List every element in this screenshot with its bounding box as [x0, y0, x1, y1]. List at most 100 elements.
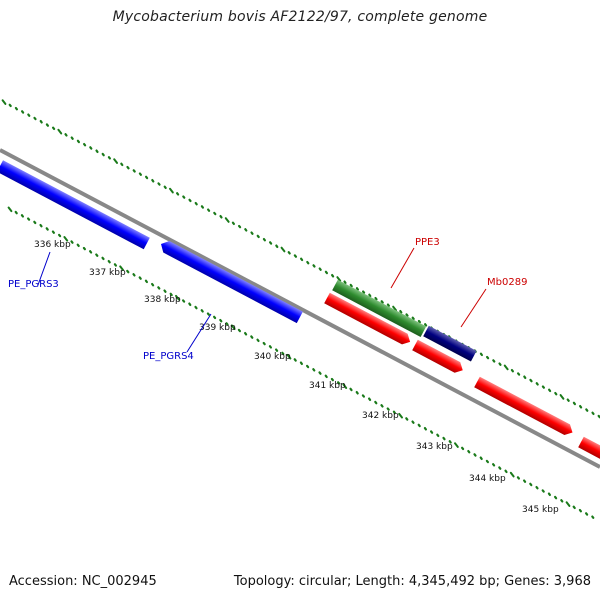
feature-pe-pgrs3[interactable]	[0, 160, 150, 250]
minor-tick	[213, 315, 217, 320]
tick-label: 340 kbp	[254, 352, 291, 362]
feature-pe-pgrs4[interactable]	[158, 238, 303, 324]
minor-tick	[45, 227, 49, 231]
tick-label: 344 kbp	[469, 474, 506, 484]
minor-tick	[169, 292, 173, 297]
major-tick	[286, 353, 292, 360]
minor-tick	[138, 276, 142, 280]
minor-tick	[281, 351, 285, 356]
minor-tick	[89, 146, 93, 150]
minor-tick	[213, 211, 217, 216]
minor-tick	[442, 436, 446, 441]
minor-tick	[523, 375, 527, 379]
minor-tick	[57, 233, 62, 238]
feature-red-1[interactable]	[324, 292, 413, 348]
minor-tick	[51, 230, 56, 234]
minor-tick	[312, 368, 316, 372]
minor-tick	[27, 113, 31, 117]
minor-tick	[411, 420, 415, 424]
minor-tick	[541, 489, 545, 493]
major-tick	[398, 412, 403, 419]
major-tick	[503, 364, 509, 371]
minor-tick	[138, 172, 142, 176]
minor-tick	[244, 228, 248, 232]
gene-label[interactable]: PPE3	[415, 237, 440, 248]
minor-tick	[312, 264, 316, 268]
minor-tick	[349, 387, 353, 392]
minor-tick	[256, 338, 260, 342]
tick-label: 336 kbp	[34, 240, 71, 250]
minor-tick	[262, 238, 266, 242]
minor-tick	[293, 358, 297, 362]
feature-red-3[interactable]	[474, 376, 575, 438]
gene-label[interactable]: PE_PGRS3	[8, 279, 59, 290]
minor-tick	[417, 319, 421, 324]
tick-label: 342 kbp	[362, 411, 399, 421]
minor-tick	[374, 400, 378, 405]
minor-tick	[355, 391, 359, 395]
feature-red-4[interactable]	[578, 436, 600, 466]
topology-label: Topology: circular; Length: 4,345,492 bp…	[233, 574, 591, 589]
minor-tick	[368, 397, 372, 401]
gene-leader-line	[186, 313, 212, 353]
minor-tick	[399, 310, 403, 314]
tick-labels: 336 kbp 337 kbp 338 kbp 339 kbp 340 kbp 341 k…	[34, 240, 559, 515]
minor-tick	[33, 220, 37, 225]
minor-tick	[430, 430, 434, 434]
minor-tick	[479, 352, 483, 357]
minor-tick	[560, 499, 564, 503]
minor-tick	[101, 152, 105, 157]
tick-label: 341 kbp	[309, 381, 346, 391]
minor-tick	[355, 287, 359, 291]
minor-tick	[207, 208, 211, 212]
minor-tick	[287, 251, 291, 255]
inner-tick-track	[7, 206, 595, 519]
minor-tick	[461, 446, 465, 451]
minor-tick	[584, 512, 589, 516]
minor-tick	[547, 492, 552, 496]
feature-ppe3[interactable]	[332, 279, 427, 338]
minor-tick	[120, 162, 124, 167]
minor-tick	[200, 205, 204, 209]
minor-tick	[33, 116, 37, 121]
major-tick	[63, 236, 69, 242]
minor-tick	[45, 123, 50, 127]
minor-tick	[492, 359, 496, 363]
minor-tick	[14, 106, 18, 111]
minor-tick	[21, 110, 25, 114]
minor-tick	[423, 427, 427, 431]
major-tick	[113, 158, 118, 164]
gene-label[interactable]: Mb0289	[487, 277, 527, 288]
major-tick	[7, 206, 13, 213]
minor-tick	[380, 404, 384, 408]
minor-tick	[182, 299, 186, 303]
minor-tick	[188, 302, 192, 306]
outer-tick-track	[1, 99, 600, 419]
minor-tick	[237, 328, 241, 333]
major-tick	[224, 217, 230, 223]
minor-tick	[585, 408, 589, 412]
minor-tick	[144, 279, 148, 284]
feature-mb0289[interactable]	[423, 325, 477, 362]
minor-tick	[107, 156, 112, 160]
major-tick	[392, 305, 397, 312]
major-tick	[169, 187, 174, 194]
minor-tick	[262, 341, 266, 346]
feature-red-2[interactable]	[412, 339, 465, 376]
minor-tick	[337, 381, 341, 385]
gene-label[interactable]: PE_PGRS4	[143, 351, 194, 362]
minor-tick	[27, 217, 31, 221]
minor-tick	[467, 450, 471, 454]
major-tick	[230, 324, 236, 330]
minor-tick	[182, 195, 186, 199]
minor-tick	[324, 374, 328, 379]
major-tick	[119, 265, 124, 271]
minor-tick	[374, 296, 378, 301]
minor-tick	[70, 240, 74, 244]
minor-tick	[14, 210, 18, 215]
minor-tick	[529, 378, 533, 383]
minor-tick	[485, 459, 489, 464]
minor-tick	[361, 394, 365, 398]
minor-tick	[132, 169, 136, 173]
